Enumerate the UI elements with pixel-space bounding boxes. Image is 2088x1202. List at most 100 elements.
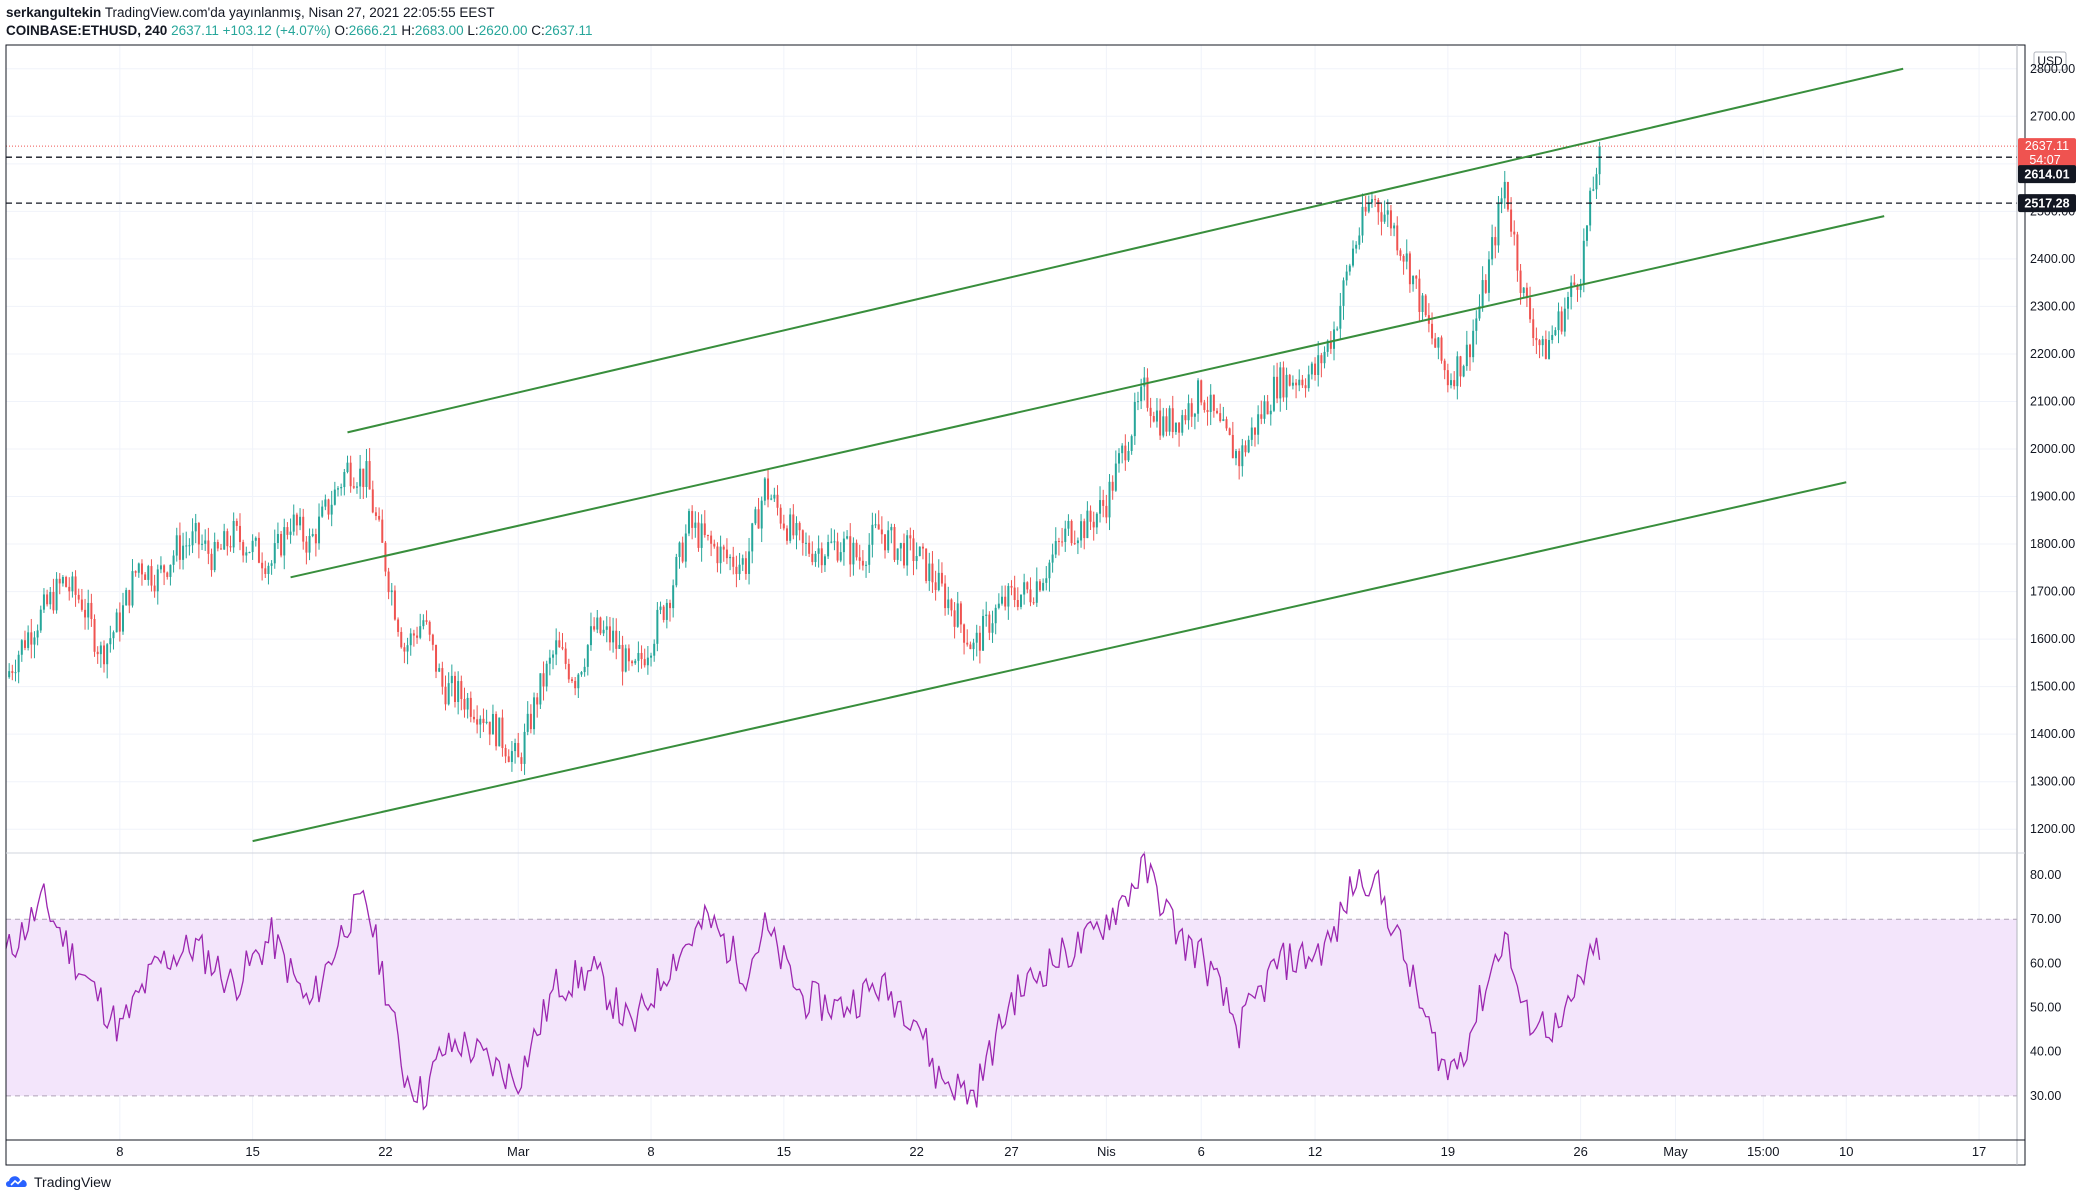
candle-body [1102,500,1105,506]
candle-body [261,562,264,569]
candle-body [732,556,735,567]
candle-body [1206,409,1209,413]
rsi-tick-label: 70.00 [2030,912,2061,926]
candle-body [1364,206,1367,212]
candle-body [684,533,687,562]
candle-body [909,535,912,539]
candle-body [1099,500,1102,514]
candle-body [201,543,204,545]
candle-body [982,615,985,651]
candle-body [463,699,466,710]
candle-body [1453,380,1456,387]
candle-body [545,663,548,687]
candle-body [1582,240,1585,285]
candle-body [1475,318,1478,331]
candle-body [1336,328,1339,330]
candle-body [476,719,479,725]
candle-body [23,640,26,648]
rsi-axis[interactable]: 30.00 40.00 50.00 60.00 70.00 80.00 [2030,868,2061,1103]
candle-body [583,666,586,673]
candle-body [1111,481,1114,491]
candle-body [416,635,419,638]
candle-body [1159,410,1162,436]
candle-body [1162,416,1165,436]
candle-body [1269,410,1272,415]
candle-body [1279,367,1282,399]
candle-body [1016,599,1019,607]
candle-body [197,523,200,545]
candle-body [311,534,314,536]
candle-body [444,686,447,705]
candle-body [428,621,431,635]
candle-body [517,742,520,758]
candle-body [1184,415,1187,421]
candle-body [163,565,166,573]
candle-body [1535,338,1538,341]
candle-body [947,599,950,609]
last-price-tag [2018,138,2076,169]
candle-body [1374,199,1377,201]
candle-body [529,713,532,730]
candle-body [1301,379,1304,386]
candle-body [602,629,605,634]
candle-body [1054,541,1057,555]
candle-body [412,633,415,636]
candle-body [618,644,621,649]
candle-body [80,599,83,610]
price-tick-label: 2400.00 [2030,252,2075,266]
candle-body [928,563,931,581]
candle-body [574,680,577,689]
close-value: 2637.11 [544,23,593,38]
candle-body [792,514,795,536]
rsi-tick-label: 40.00 [2030,1045,2061,1059]
candle-body [950,599,953,611]
candle-body [409,633,412,646]
candle-body [1295,382,1298,386]
candle-body [1080,521,1083,541]
open-label: O: [334,23,349,38]
time-tick-label: 19 [1441,1144,1455,1159]
candle-body [963,624,966,643]
candle-body [87,602,90,618]
candle-body [346,462,349,473]
candle-body [321,506,324,517]
candle-body [1143,377,1146,387]
candle-body [861,560,864,566]
time-tick-label: 6 [1198,1144,1205,1159]
candle-body [337,488,340,490]
candle-body [333,489,336,505]
price-tick-label: 1600.00 [2030,632,2075,646]
level-tag [2018,165,2076,184]
candle-body [719,546,722,564]
candle-body [1061,541,1064,543]
candle-body [985,614,988,616]
time-axis[interactable]: 8 15 22 Mar 8 15 22 27 Nis 6 12 19 26 May 15:00 10 17 [116,1144,1986,1159]
publisher-name[interactable]: serkangultekin [6,5,102,20]
candle-body [1459,356,1462,377]
published-text: TradingView.com'da yayınlanmış, Nisan 27… [104,5,495,20]
change-value: +103.12 (+4.07%) [222,23,331,38]
candle-body [406,645,409,652]
candle-body [254,537,257,541]
candle-body [874,524,877,526]
footer[interactable]: TradingView [6,1174,111,1190]
candle-body [17,654,20,673]
candle-body [96,651,99,655]
candle-body [324,499,327,507]
candle-body [744,558,747,574]
candle-body [798,523,801,531]
candle-body [289,531,292,535]
candle-body [1045,578,1048,583]
candle-body [384,542,387,572]
candle-body [1310,363,1313,375]
candle-body [210,553,213,571]
candle-body [570,679,573,681]
candle-body [343,472,346,488]
candle-body [472,716,475,720]
candle-body [1247,439,1250,453]
candle-body [295,514,298,526]
candle-body [128,590,131,606]
horizontal-levels[interactable] [6,145,2017,204]
trend-lines[interactable] [252,67,1904,843]
